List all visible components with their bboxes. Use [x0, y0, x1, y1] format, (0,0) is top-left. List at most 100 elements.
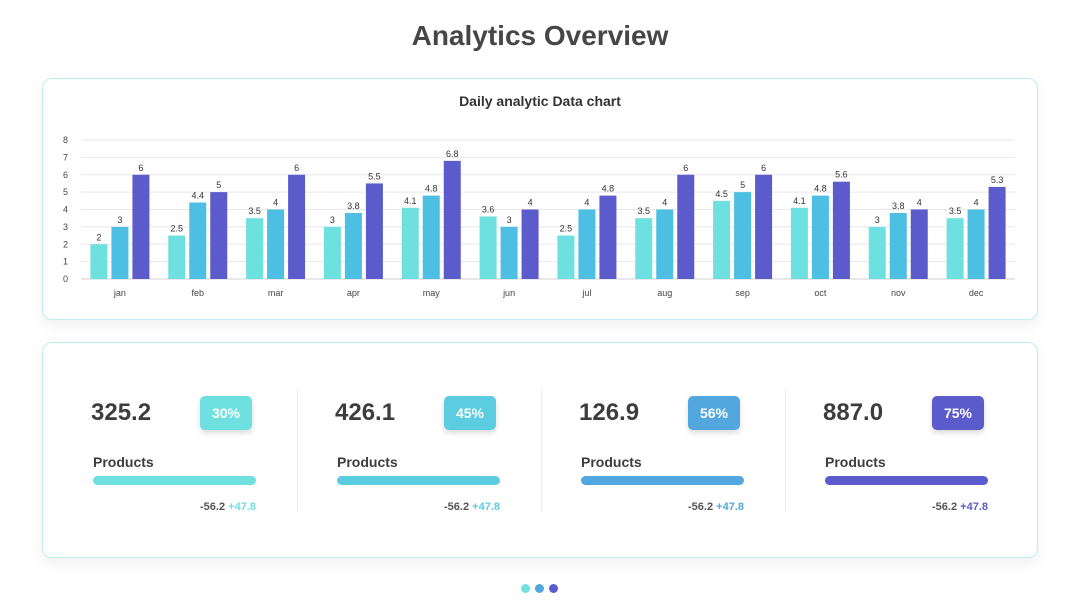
- data-label: 4.8: [602, 184, 615, 194]
- y-tick-label: 5: [63, 187, 68, 197]
- bar: [790, 207, 808, 279]
- bar: [521, 209, 539, 279]
- x-tick-label: may: [423, 288, 441, 298]
- data-label: 3.5: [248, 206, 261, 216]
- data-label: 5.5: [368, 171, 381, 181]
- bar: [210, 192, 228, 279]
- bar: [868, 226, 886, 279]
- data-label: 3.5: [637, 206, 650, 216]
- data-label: 2.5: [560, 224, 573, 234]
- chart-title: Daily analytic Data chart: [459, 93, 621, 109]
- data-label: 4.8: [814, 184, 827, 194]
- data-label: 4: [528, 198, 533, 208]
- bar: [656, 209, 674, 279]
- y-tick-label: 8: [63, 135, 68, 145]
- bar: [599, 195, 617, 279]
- stat-value: 426.1: [335, 399, 396, 426]
- stat-progress-bar: [337, 476, 500, 485]
- bar: [189, 202, 207, 279]
- stat-delta: -56.2 +47.8: [825, 501, 988, 513]
- bar: [132, 174, 150, 279]
- bar: [755, 174, 773, 279]
- bar: [422, 195, 440, 279]
- stat-progress-bar: [581, 476, 744, 485]
- bar: [988, 186, 1006, 279]
- data-label: 3: [117, 215, 122, 225]
- y-tick-label: 7: [63, 152, 68, 162]
- bar: [734, 192, 752, 279]
- bar: [90, 244, 108, 279]
- stat-label: Products: [825, 454, 886, 470]
- data-label: 6: [138, 163, 143, 173]
- stat-divider: [297, 389, 298, 513]
- data-label: 6.8: [446, 149, 459, 159]
- x-tick-label: dec: [969, 288, 984, 298]
- page-title: Analytics Overview: [411, 20, 669, 51]
- stat-label: Products: [337, 454, 398, 470]
- data-label: 3.6: [482, 204, 495, 214]
- bar: [811, 195, 829, 279]
- y-tick-label: 4: [63, 205, 68, 215]
- stat-delta: -56.2 +47.8: [93, 501, 256, 513]
- delta-positive: +47.8: [960, 501, 988, 513]
- data-label: 4.8: [425, 184, 438, 194]
- bar: [111, 226, 129, 279]
- data-label: 4.4: [191, 191, 204, 201]
- stat-value: 887.0: [823, 399, 884, 426]
- delta-negative: -56.2: [932, 501, 958, 513]
- bar: [889, 212, 907, 279]
- data-label: 4: [974, 198, 979, 208]
- pagination-dot[interactable]: [535, 584, 544, 593]
- y-tick-label: 6: [63, 170, 68, 180]
- stat-divider: [541, 389, 542, 513]
- data-label: 5.6: [835, 170, 848, 180]
- bar: [677, 174, 695, 279]
- data-label: 5.3: [991, 175, 1004, 185]
- data-label: 4: [584, 198, 589, 208]
- bar: [946, 218, 964, 279]
- bar: [344, 212, 362, 279]
- x-tick-label: jan: [113, 288, 126, 298]
- data-label: 3: [330, 215, 335, 225]
- delta-negative: -56.2: [200, 501, 226, 513]
- data-label: 3.8: [892, 201, 905, 211]
- stat-block: 325.2 30% Products -56.2 +47.8: [43, 343, 287, 557]
- data-label: 3.5: [949, 206, 962, 216]
- bar-chart: 0 1 2 3 4 5 6 7 8 2 3 6 jan 2.5 4.4 5 feb 3.5 4 6 mar 3 3.8 5.5…: [63, 135, 1015, 298]
- delta-positive: +47.8: [716, 501, 744, 513]
- delta-negative: -56.2: [444, 501, 470, 513]
- data-label: 6: [761, 163, 766, 173]
- bar: [168, 235, 186, 279]
- stat-value: 126.9: [579, 399, 640, 426]
- bar: [288, 174, 306, 279]
- x-tick-label: jun: [502, 288, 515, 298]
- data-label: 5: [216, 180, 221, 190]
- data-label: 4: [273, 198, 278, 208]
- y-tick-label: 3: [63, 222, 68, 232]
- delta-positive: +47.8: [228, 501, 256, 513]
- stat-block: 887.0 75% Products -56.2 +47.8: [775, 343, 1019, 557]
- stat-progress-bar: [93, 476, 256, 485]
- data-label: 3: [875, 215, 880, 225]
- pagination-dot[interactable]: [549, 584, 558, 593]
- data-label: 5: [740, 180, 745, 190]
- x-tick-label: sep: [735, 288, 750, 298]
- bar: [635, 218, 653, 279]
- data-label: 4: [917, 198, 922, 208]
- bar: [323, 226, 341, 279]
- stat-block: 126.9 56% Products -56.2 +47.8: [531, 343, 775, 557]
- stat-divider: [785, 389, 786, 513]
- bar: [967, 209, 985, 279]
- bar: [401, 207, 419, 279]
- delta-negative: -56.2: [688, 501, 714, 513]
- stat-block: 426.1 45% Products -56.2 +47.8: [287, 343, 531, 557]
- stat-label: Products: [93, 454, 154, 470]
- x-tick-label: mar: [268, 288, 284, 298]
- pagination-dot[interactable]: [521, 584, 530, 593]
- data-label: 4.5: [715, 189, 728, 199]
- data-label: 3: [507, 215, 512, 225]
- bar: [713, 200, 731, 279]
- stat-percent-badge: 30%: [200, 396, 252, 430]
- bar: [267, 209, 285, 279]
- chart-card: Daily analytic Data chart 0 1 2 3 4 5 6 7 8 2 3 6 ja…: [42, 78, 1038, 320]
